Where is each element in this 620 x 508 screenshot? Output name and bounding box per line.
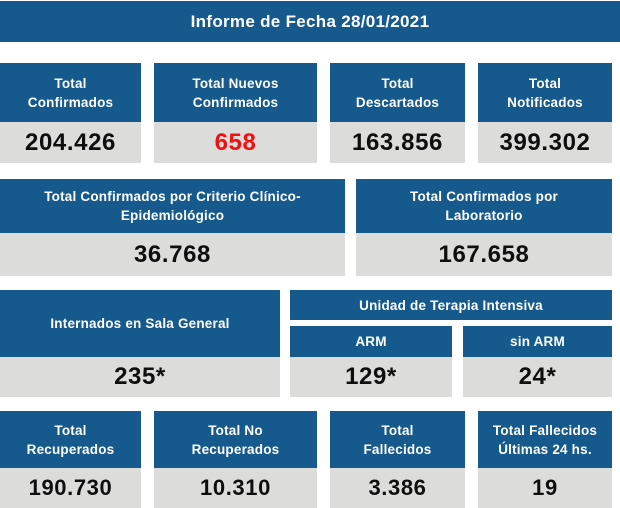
stat-card-label: Total Nuevos Confirmados [192, 75, 279, 110]
stat-card-label: sin ARM [510, 334, 565, 349]
stat-card-fallecidos-ultimas-24hs: Total Fallecidos Últimas 24 hs. 19 [478, 411, 612, 508]
stat-card-value-highlighted: 658 [154, 122, 317, 163]
report-title-bar: Informe de Fecha 28/01/2021 [0, 1, 620, 42]
stat-card-value: 204.426 [0, 122, 141, 163]
stat-card-value: 235* [0, 357, 280, 397]
report-title: Informe de Fecha 28/01/2021 [190, 11, 430, 31]
stat-card-confirmados-criterio-clinico: Total Confirmados por Criterio Clínico-E… [0, 179, 345, 276]
stat-card-total-nuevos-confirmados: Total Nuevos Confirmados 658 [154, 63, 317, 163]
stat-card-header: Total Fallecidos Últimas 24 hs. [478, 411, 612, 468]
stat-card-header: Total Confirmados por Laboratorio [356, 179, 612, 233]
stat-card-value: 167.658 [356, 233, 612, 276]
stat-card-header: ARM [290, 326, 452, 357]
stat-card-value: 399.302 [478, 122, 612, 163]
stat-card-label: Total Confirmados por Criterio Clínico-E… [44, 189, 301, 223]
stat-card-header: sin ARM [463, 326, 612, 357]
stat-card-label: Total Notificados [507, 75, 583, 110]
stat-card-total-fallecidos: Total Fallecidos 3.386 [330, 411, 465, 508]
stat-card-value: 129* [290, 357, 452, 397]
stat-card-header: Total Fallecidos [330, 411, 465, 468]
stat-card-label: ARM [355, 334, 387, 349]
stat-card-total-confirmados: Total Confirmados 204.426 [0, 63, 141, 163]
stat-card-total-notificados: Total Notificados 399.302 [478, 63, 612, 163]
stat-card-label: Total Recuperados [26, 422, 115, 457]
stat-card-uti-arm: ARM 129* [290, 326, 452, 397]
stat-card-label: Total Descartados [355, 75, 440, 110]
stat-card-label: Total No Recuperados [191, 422, 280, 457]
stat-card-label: Total Fallecidos Últimas 24 hs. [492, 422, 598, 457]
stat-card-value: 36.768 [0, 233, 345, 276]
stat-card-value: 190.730 [0, 468, 141, 508]
stat-card-header: Total Confirmados [0, 63, 141, 122]
stat-card-value: 19 [478, 468, 612, 508]
stat-card-value: 3.386 [330, 468, 465, 508]
uti-section-label: Unidad de Terapia Intensiva [359, 297, 543, 313]
stat-card-uti-sin-arm: sin ARM 24* [463, 326, 612, 397]
stat-card-total-descartados: Total Descartados 163.856 [330, 63, 465, 163]
stat-card-total-recuperados: Total Recuperados 190.730 [0, 411, 141, 508]
uti-section-header: Unidad de Terapia Intensiva [290, 290, 612, 320]
stat-card-internados-sala-general: Internados en Sala General 235* [0, 290, 280, 397]
stat-card-header: Internados en Sala General [0, 290, 280, 357]
stat-card-label: Total Confirmados [27, 75, 114, 110]
stat-card-header: Total Notificados [478, 63, 612, 122]
stat-card-header: Total Nuevos Confirmados [154, 63, 317, 122]
stat-card-value: 163.856 [330, 122, 465, 163]
stat-card-label: Total Fallecidos [363, 422, 432, 457]
stat-card-value: 10.310 [154, 468, 317, 508]
stat-card-header: Total Descartados [330, 63, 465, 122]
stat-card-total-no-recuperados: Total No Recuperados 10.310 [154, 411, 317, 508]
stat-card-label: Internados en Sala General [50, 316, 230, 331]
stat-card-value: 24* [463, 357, 612, 397]
stat-card-header: Total Recuperados [0, 411, 141, 468]
stat-card-label: Total Confirmados por Laboratorio [410, 189, 558, 223]
stat-card-confirmados-laboratorio: Total Confirmados por Laboratorio 167.65… [356, 179, 612, 276]
stat-card-header: Total No Recuperados [154, 411, 317, 468]
stat-card-header: Total Confirmados por Criterio Clínico-E… [0, 179, 345, 233]
